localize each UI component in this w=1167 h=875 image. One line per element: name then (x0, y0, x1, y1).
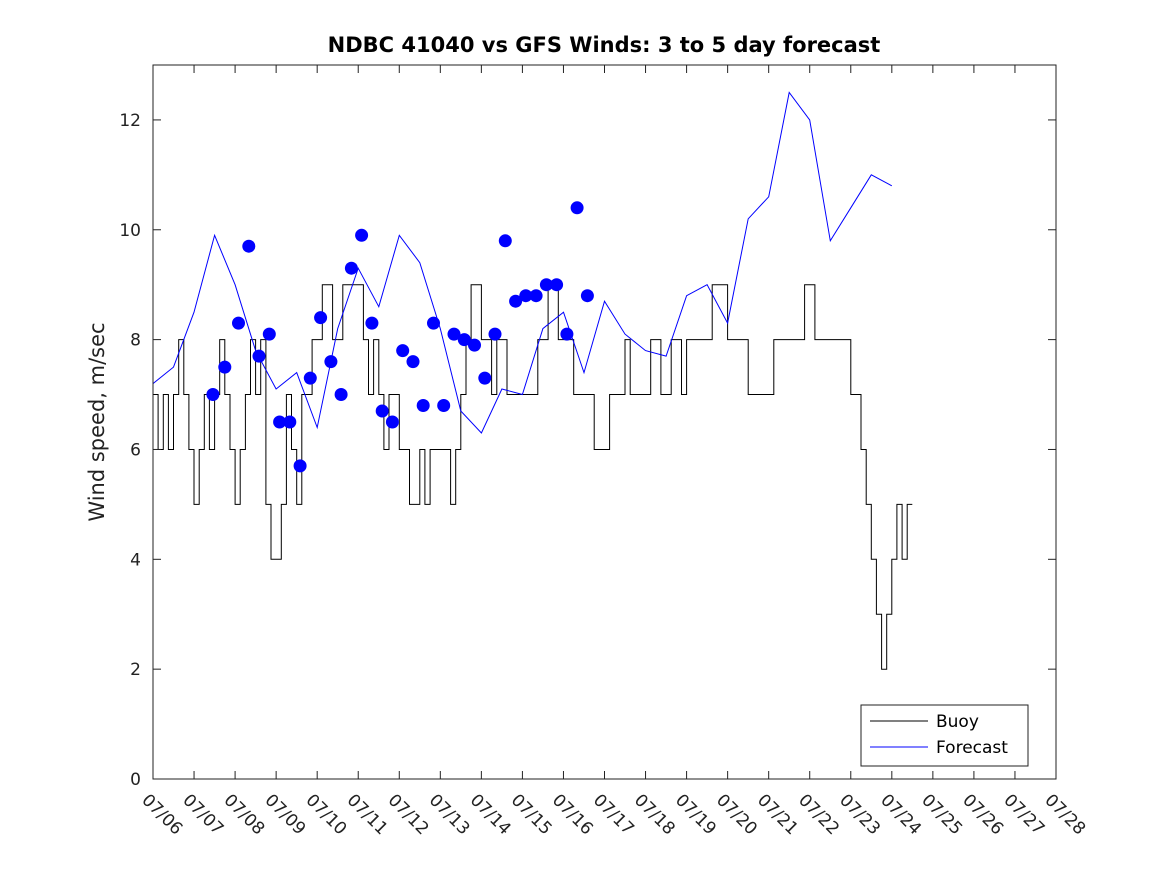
forecast-point (396, 344, 410, 358)
forecast-point (324, 355, 338, 369)
forecast-point (206, 388, 220, 401)
y-tick-label: 4 (130, 550, 141, 570)
forecast-point (262, 327, 276, 341)
y-tick-label: 10 (119, 221, 141, 241)
plot-frame (152, 64, 1057, 780)
y-tick-label: 0 (130, 770, 141, 790)
forecast-point (273, 415, 287, 429)
forecast-point (427, 316, 440, 330)
forecast-point (406, 355, 420, 369)
forecast-point (539, 278, 553, 292)
forecast-point (218, 360, 232, 374)
forecast-point (498, 234, 512, 248)
chart-title: NDBC 41040 vs GFS Winds: 3 to 5 day fore… (328, 33, 881, 57)
legend-box (860, 704, 1029, 767)
forecast-point (416, 399, 430, 412)
forecast-point (303, 371, 317, 385)
forecast-point (385, 415, 399, 429)
y-tick-label: 8 (130, 331, 141, 351)
legend-label-buoy: Buoy (936, 712, 979, 732)
forecast-series-line (152, 91, 893, 434)
forecast-point (468, 338, 481, 352)
forecast-point (283, 415, 297, 429)
forecast-point (344, 261, 358, 275)
forecast-point (488, 327, 502, 341)
plot-area (153, 65, 1056, 779)
forecast-point (447, 327, 461, 341)
forecast-point (457, 333, 471, 347)
forecast-point (355, 228, 369, 242)
forecast-point (232, 316, 245, 330)
forecast-point (478, 371, 492, 385)
forecast-point (242, 239, 256, 253)
forecast-point (509, 294, 523, 308)
y-axis-ticks: 0 2 4 6 8 10 12 (119, 111, 1056, 790)
forecast-point (570, 201, 584, 215)
forecast-point (375, 404, 389, 418)
forecast-point (365, 316, 379, 330)
forecast-point (437, 399, 451, 412)
forecast-point (580, 289, 594, 303)
forecast-point (529, 289, 543, 303)
y-tick-label: 12 (119, 111, 141, 131)
y-axis-label: Wind speed, m/sec (85, 322, 109, 521)
forecast-point (314, 311, 328, 325)
legend: Buoy Forecast (860, 704, 1029, 767)
forecast-point (560, 327, 574, 341)
forecast-point (519, 289, 533, 303)
forecast-point (252, 349, 266, 363)
y-tick-label: 2 (130, 660, 141, 680)
legend-label-forecast: Forecast (936, 738, 1008, 758)
forecast-point (334, 388, 348, 401)
forecast-point (293, 459, 307, 473)
forecast-point (550, 278, 564, 292)
series-layer (152, 91, 913, 670)
y-tick-label: 6 (130, 440, 141, 460)
